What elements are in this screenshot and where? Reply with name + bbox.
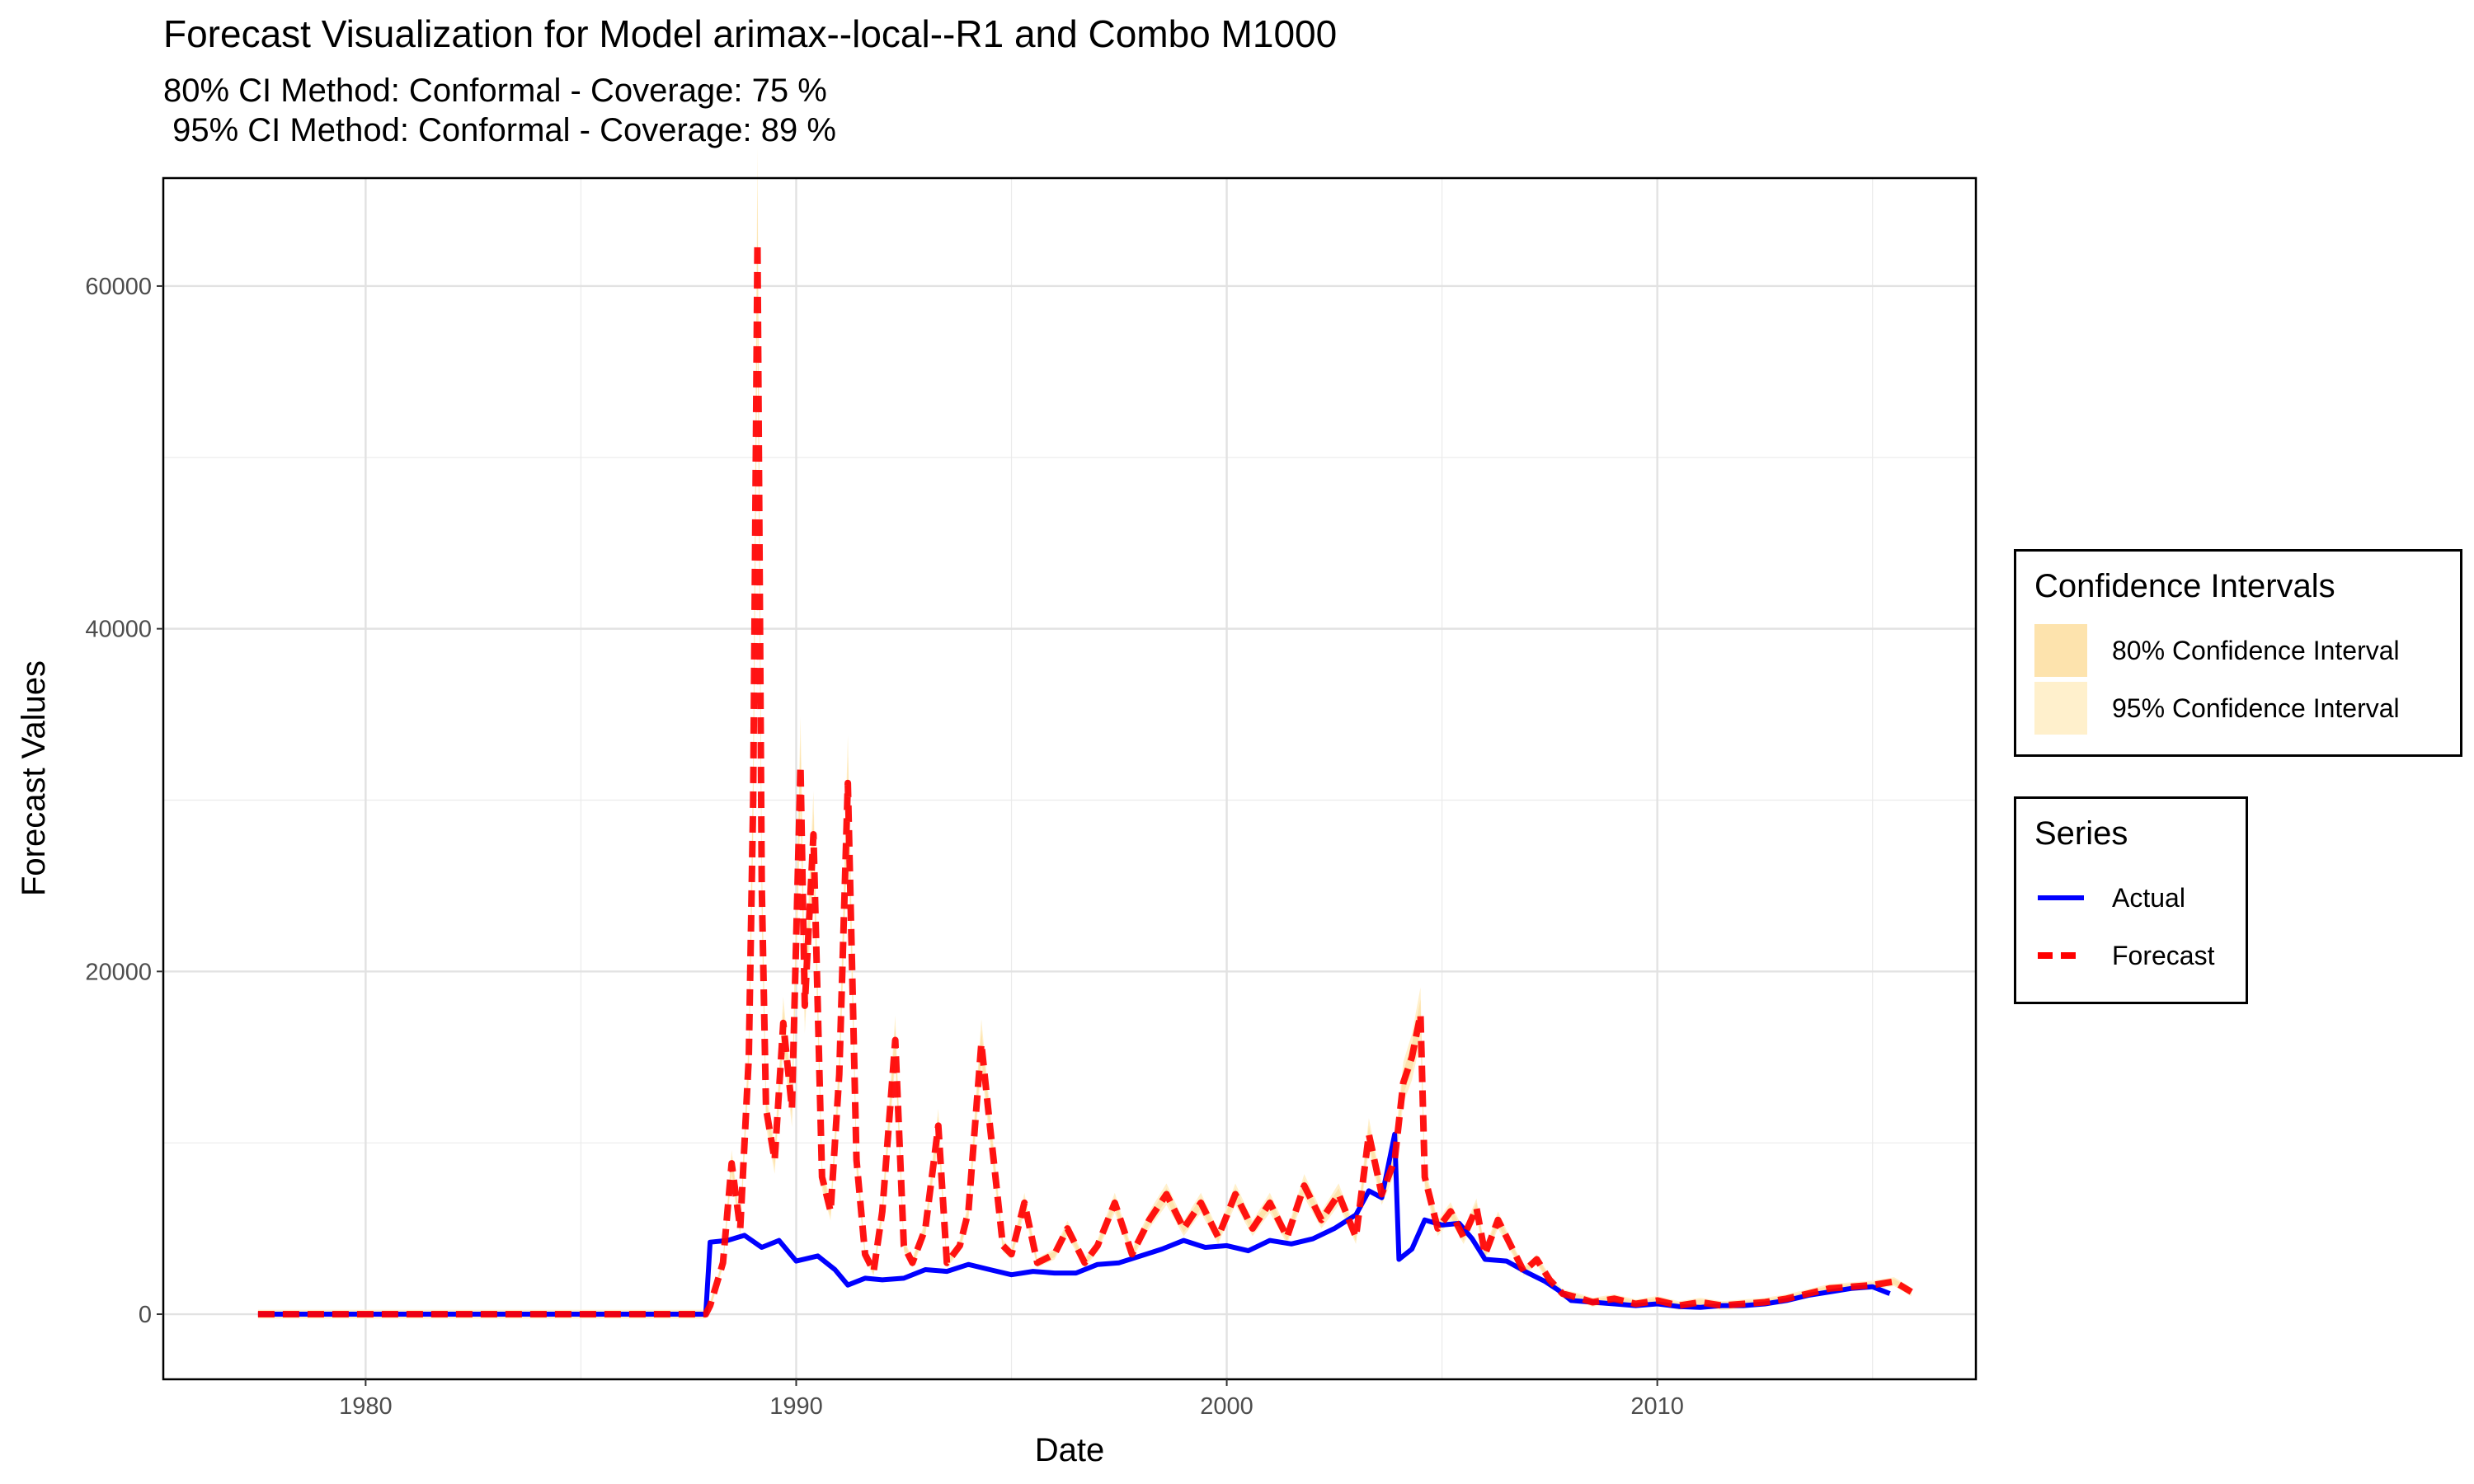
grid-layer xyxy=(163,178,1976,1379)
plot-panel-border xyxy=(162,176,1978,1381)
legend-item-forecast: Forecast xyxy=(2034,929,2214,982)
legend-series: Series Actual Forecast xyxy=(2014,796,2248,1004)
chart-subtitle-line2: 95% CI Method: Conformal - Coverage: 89 … xyxy=(163,112,836,148)
legend-item-actual: Actual xyxy=(2034,871,2185,924)
legend-item-ci80: 80% Confidence Interval xyxy=(2034,624,2400,677)
y-tick-label: 0 xyxy=(139,1302,152,1328)
legend-line-forecast xyxy=(2034,929,2087,982)
legend-item-ci95: 95% Confidence Interval xyxy=(2034,682,2400,735)
legend-ci-title: Confidence Intervals xyxy=(2034,568,2335,604)
ci80-band xyxy=(257,190,1912,1317)
y-tick-label: 40000 xyxy=(85,617,152,643)
y-tick-label: 20000 xyxy=(85,959,152,985)
legend-label-forecast: Forecast xyxy=(2112,940,2215,970)
y-axis-title: Forecast Values xyxy=(16,660,52,896)
legend-swatch-ci80 xyxy=(2034,624,2087,677)
tick-layer: 1980 1990 2000 2010 0 20000 40000 60000 xyxy=(85,274,1684,1420)
chart-subtitle-line1: 80% CI Method: Conformal - Coverage: 75 … xyxy=(163,73,827,109)
forecast-series-line xyxy=(257,240,1913,1317)
x-tick-label: 2010 xyxy=(1630,1393,1684,1420)
legend-label-ci80: 80% Confidence Interval xyxy=(2112,635,2400,665)
x-tick-label: 2000 xyxy=(1200,1393,1253,1420)
series-line-layer xyxy=(257,240,1913,1317)
chart-title: Forecast Visualization for Model arimax-… xyxy=(163,12,1338,55)
x-tick-label: 1980 xyxy=(339,1393,393,1420)
legend-series-title: Series xyxy=(2034,815,2128,852)
legend-swatch-ci95 xyxy=(2034,682,2087,735)
x-tick-label: 1990 xyxy=(769,1393,823,1420)
y-tick-label: 60000 xyxy=(85,274,152,300)
actual-series-line xyxy=(257,1131,1891,1317)
legend-label-actual: Actual xyxy=(2112,882,2185,913)
x-axis-title: Date xyxy=(1035,1432,1105,1468)
legend-label-ci95: 95% Confidence Interval xyxy=(2112,693,2400,723)
legend-confidence-intervals: Confidence Intervals 80% Confidence Inte… xyxy=(2014,549,2462,757)
legend-line-actual xyxy=(2034,871,2087,924)
